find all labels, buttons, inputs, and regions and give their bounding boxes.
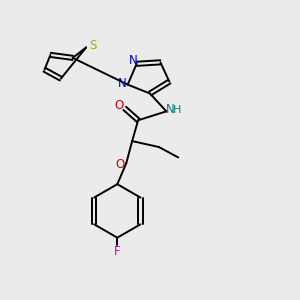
- Text: F: F: [114, 245, 121, 258]
- Text: H: H: [172, 105, 181, 115]
- Text: N: N: [117, 76, 126, 90]
- Text: N: N: [129, 54, 137, 67]
- Text: O: O: [115, 158, 124, 171]
- Text: O: O: [115, 99, 124, 112]
- Text: S: S: [89, 39, 96, 52]
- Text: N: N: [166, 103, 174, 116]
